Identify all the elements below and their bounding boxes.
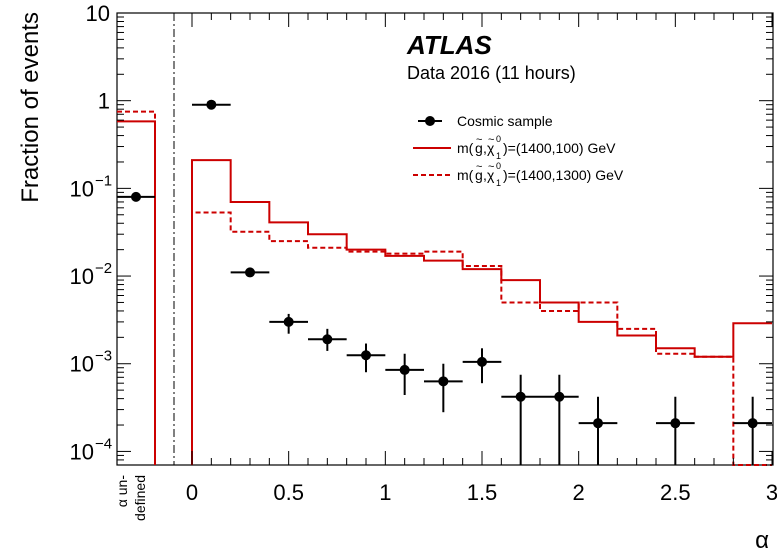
legend-chi-tilde-solid: ~ <box>488 134 494 146</box>
point-marker <box>747 418 758 429</box>
legend-chi-sup-solid: 0 <box>496 134 501 144</box>
legend-g-tilde-solid: ~ <box>476 134 482 146</box>
point-marker <box>438 376 449 387</box>
y-axis-label: Fraction of events <box>17 12 44 203</box>
x-tick-label: 2 <box>573 480 585 505</box>
point-marker <box>515 391 526 402</box>
point-marker <box>361 350 371 361</box>
undefined-point-marker <box>131 191 141 202</box>
x-axis-label: α <box>755 527 769 554</box>
undefined-bin-label-line1: α un- <box>114 475 130 508</box>
point-marker <box>554 391 565 402</box>
y-tick-label: 10 <box>86 1 110 26</box>
y-tick-label: 10 <box>70 176 94 201</box>
legend-g-solid: g <box>475 140 483 156</box>
legend-label-solid: m( g ~ , χ ~ 0 1 )=(1400,100) GeV <box>457 134 616 161</box>
point-marker <box>670 418 681 429</box>
experiment-label: ATLAS <box>406 30 492 60</box>
y-tick-exponent: −4 <box>95 435 112 452</box>
legend-chi-sub-dashed: 1 <box>496 178 501 188</box>
y-tick-label: 10 <box>70 264 94 289</box>
point-marker <box>322 334 333 345</box>
legend-prefix-solid: m( <box>457 140 474 156</box>
legend-comma-solid: , <box>483 140 487 156</box>
undefined-bin-step-solid <box>117 120 156 465</box>
undefined-bin-step-dashed <box>117 110 156 465</box>
legend-prefix-dashed: m( <box>457 167 474 183</box>
legend-g-tilde-dashed: ~ <box>476 161 482 173</box>
y-tick-exponent: −3 <box>95 348 112 365</box>
legend-chi-sup-dashed: 0 <box>496 161 501 171</box>
dataset-label: Data 2016 (11 hours) <box>407 63 576 83</box>
undefined-bin-label-line2: defined <box>132 475 148 521</box>
legend-label-dashed: m( g ~ , χ ~ 0 1 )=(1400,1300) GeV <box>457 161 624 188</box>
histogram-step-dashed <box>191 211 772 466</box>
y-tick-exponent: −1 <box>95 172 112 189</box>
legend-chi-solid: χ <box>487 140 495 156</box>
x-tick-label: 3 <box>766 480 777 505</box>
histograms <box>117 110 772 466</box>
point-marker <box>593 418 603 429</box>
x-tick-label: 1.5 <box>467 480 498 505</box>
legend-label-cosmic: Cosmic sample <box>457 113 553 129</box>
point-marker <box>399 364 410 375</box>
legend-chi-tilde-dashed: ~ <box>488 161 494 173</box>
legend-g-dashed: g <box>475 167 483 183</box>
axes-frame <box>116 12 774 466</box>
data-points <box>117 99 772 465</box>
legend-comma-dashed: , <box>483 167 487 183</box>
legend-chi-sub-solid: 1 <box>496 151 501 161</box>
y-tick-exponent: −2 <box>95 260 112 277</box>
plot-frame <box>116 12 774 466</box>
point-marker <box>283 316 294 327</box>
point-marker <box>206 99 217 110</box>
legend: Cosmic sample m( g ~ , χ ~ 0 1 )=(1400,1… <box>413 113 624 188</box>
undefined-bin-label: α un- defined <box>114 475 148 521</box>
y-tick-label: 10 <box>70 352 94 377</box>
legend-suffix-dashed: )=(1400,1300) GeV <box>503 167 624 183</box>
histogram-step-solid <box>191 159 772 465</box>
point-marker <box>477 356 487 367</box>
y-tick-label: 10 <box>70 439 94 464</box>
y-tick-label: 1 <box>98 89 110 114</box>
legend-chi-dashed: χ <box>487 167 495 183</box>
x-tick-label: 2.5 <box>660 480 691 505</box>
legend-suffix-solid: )=(1400,100) GeV <box>503 140 616 156</box>
x-tick-label: 0.5 <box>273 480 304 505</box>
x-tick-label: 0 <box>186 480 198 505</box>
x-tick-label: 1 <box>379 480 391 505</box>
point-marker <box>245 267 255 278</box>
